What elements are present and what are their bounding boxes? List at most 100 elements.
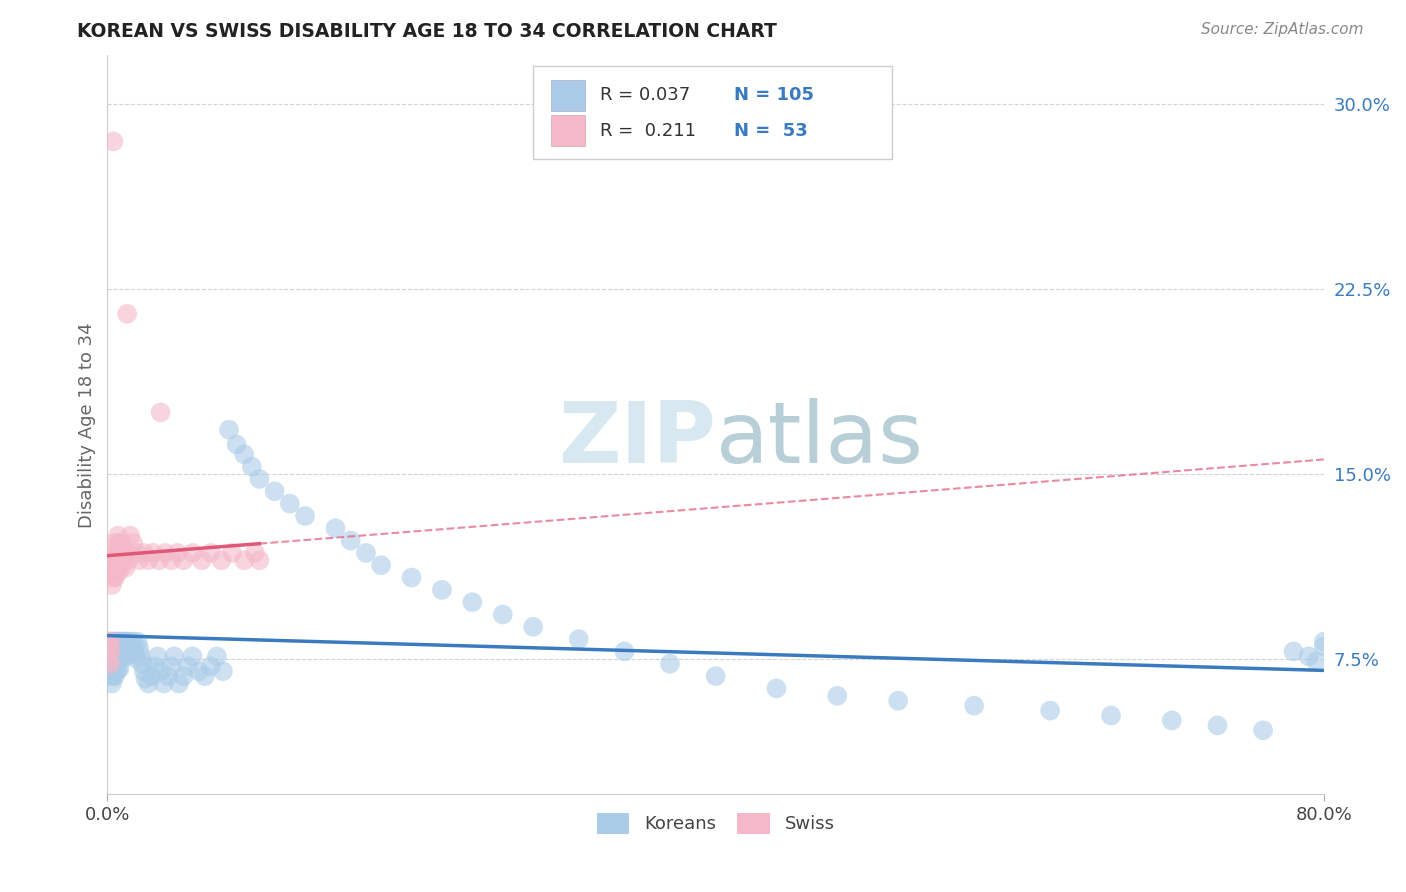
Point	[568, 632, 591, 647]
Point	[100, 642, 122, 657]
Point	[100, 657, 122, 671]
Point	[97, 644, 120, 658]
Point	[160, 553, 183, 567]
Point	[112, 634, 135, 648]
Point	[218, 423, 240, 437]
Point	[103, 644, 125, 658]
Point	[110, 546, 132, 560]
Point	[370, 558, 392, 573]
Point	[194, 669, 217, 683]
Point	[138, 676, 160, 690]
Point	[166, 546, 188, 560]
Point	[120, 634, 142, 648]
Point	[1298, 649, 1320, 664]
Point	[143, 659, 166, 673]
Point	[181, 546, 204, 560]
Point	[115, 634, 138, 648]
Point	[124, 644, 146, 658]
Point	[765, 681, 787, 696]
Point	[105, 647, 128, 661]
Point	[100, 634, 122, 648]
Point	[125, 652, 148, 666]
Point	[177, 659, 200, 673]
Point	[105, 634, 128, 648]
Point	[163, 649, 186, 664]
Point	[122, 634, 145, 648]
Point	[146, 649, 169, 664]
Point	[613, 644, 636, 658]
Point	[209, 553, 232, 567]
Point	[249, 553, 271, 567]
FancyBboxPatch shape	[533, 66, 891, 159]
Point	[148, 553, 170, 567]
Point	[240, 459, 263, 474]
Point	[105, 560, 128, 574]
Point	[101, 644, 124, 658]
Point	[110, 649, 132, 664]
Point	[167, 676, 190, 690]
Point	[97, 634, 120, 648]
Point	[1305, 654, 1327, 668]
Point	[354, 546, 377, 560]
Point	[114, 649, 136, 664]
Point	[97, 654, 120, 668]
Point	[121, 644, 143, 658]
Point	[461, 595, 484, 609]
Point	[152, 676, 174, 690]
Point	[205, 649, 228, 664]
Point	[1282, 644, 1305, 658]
Point	[97, 649, 120, 664]
Point	[827, 689, 849, 703]
Point	[153, 546, 176, 560]
Point	[114, 634, 136, 648]
Point	[659, 657, 682, 671]
Point	[263, 484, 285, 499]
Point	[212, 664, 235, 678]
Point	[97, 634, 120, 648]
Point	[190, 553, 212, 567]
Point	[128, 642, 150, 657]
Point	[1251, 723, 1274, 738]
Point	[104, 657, 127, 671]
Point	[963, 698, 986, 713]
Point	[108, 553, 131, 567]
Point	[112, 546, 135, 560]
Point	[111, 649, 134, 664]
Point	[104, 536, 127, 550]
Point	[132, 546, 155, 560]
Point	[1313, 634, 1336, 648]
Point	[103, 570, 125, 584]
Point	[115, 307, 138, 321]
Point	[225, 437, 247, 451]
Point	[339, 533, 361, 548]
Point	[401, 570, 423, 584]
Point	[181, 649, 204, 664]
Point	[243, 546, 266, 560]
Point	[187, 664, 209, 678]
Point	[105, 664, 128, 678]
Point	[101, 553, 124, 567]
Point	[107, 566, 129, 580]
Point	[100, 634, 122, 648]
Point	[104, 669, 127, 683]
Point	[115, 546, 138, 560]
Point	[103, 657, 125, 671]
Text: Source: ZipAtlas.com: Source: ZipAtlas.com	[1201, 22, 1364, 37]
Point	[107, 662, 129, 676]
Point	[111, 536, 134, 550]
Point	[108, 647, 131, 661]
Point	[200, 659, 222, 673]
Point	[100, 644, 122, 658]
Point	[142, 546, 165, 560]
Point	[325, 521, 347, 535]
Point	[101, 664, 124, 678]
Point	[138, 553, 160, 567]
Point	[112, 649, 135, 664]
Point	[141, 669, 163, 683]
Point	[157, 669, 180, 683]
Point	[125, 546, 148, 560]
Point	[104, 553, 127, 567]
Point	[1039, 704, 1062, 718]
Point	[120, 528, 142, 542]
Point	[100, 659, 122, 673]
